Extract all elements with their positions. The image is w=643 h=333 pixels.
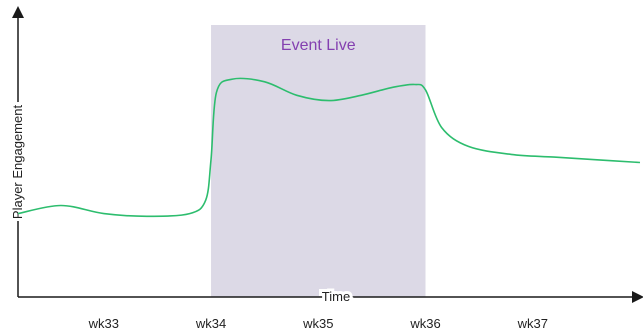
- event-live-label: Event Live: [281, 37, 356, 54]
- event-live-band: [211, 25, 426, 297]
- x-tick-labels: wk33 wk34 wk35 wk36 wk37: [88, 316, 548, 331]
- x-tick-label-wk33: wk33: [88, 316, 119, 331]
- x-tick-label-wk36: wk36: [409, 316, 440, 331]
- y-axis-label: Player Engagement: [10, 105, 25, 220]
- engagement-series-line: [17, 77, 641, 218]
- x-tick-label-wk35: wk35: [302, 316, 333, 331]
- x-tick-label-wk34: wk34: [195, 316, 226, 331]
- x-axis-label: Time: [322, 289, 350, 304]
- x-tick-label-wk37: wk37: [517, 316, 548, 331]
